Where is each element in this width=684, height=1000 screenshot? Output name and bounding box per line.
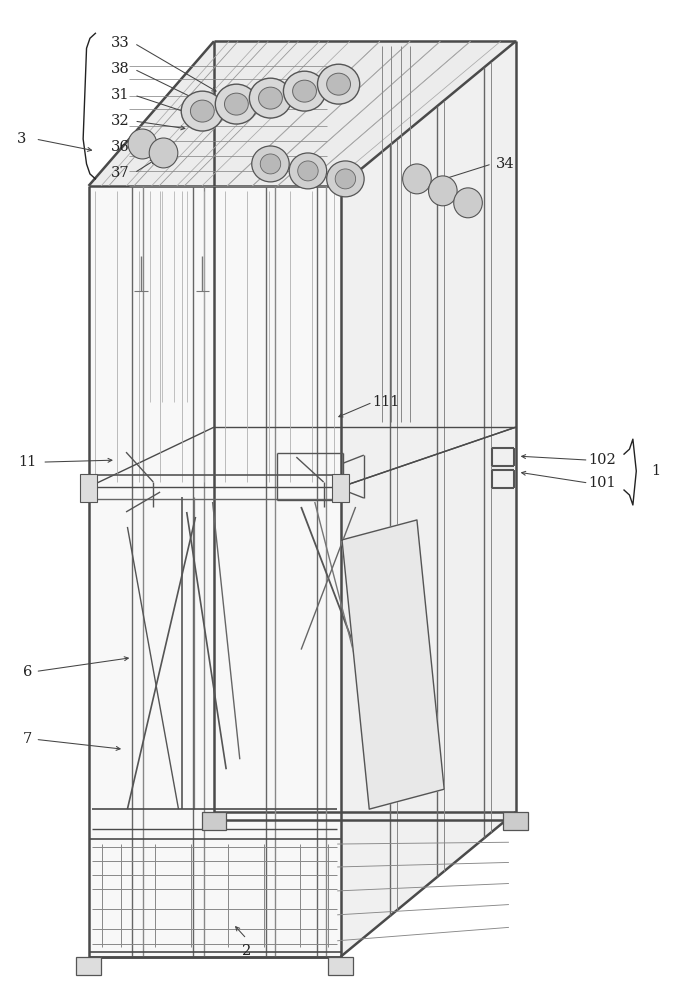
Ellipse shape [327, 73, 350, 95]
Text: 11: 11 [18, 455, 36, 469]
Ellipse shape [428, 176, 457, 206]
Ellipse shape [298, 161, 318, 181]
Text: 101: 101 [588, 476, 616, 490]
Text: 1: 1 [650, 464, 660, 478]
Text: 102: 102 [588, 453, 616, 467]
Ellipse shape [335, 169, 356, 189]
Bar [81, 474, 96, 502]
Text: 3: 3 [17, 132, 27, 146]
Bar [332, 474, 349, 502]
Ellipse shape [403, 164, 431, 194]
Text: 33: 33 [111, 36, 130, 50]
Text: 37: 37 [111, 166, 130, 180]
Ellipse shape [128, 129, 157, 159]
Polygon shape [89, 41, 516, 186]
Polygon shape [342, 520, 444, 809]
Polygon shape [89, 186, 341, 957]
Ellipse shape [289, 153, 327, 189]
Ellipse shape [224, 93, 248, 115]
Ellipse shape [293, 80, 317, 102]
Ellipse shape [190, 100, 214, 122]
Text: 32: 32 [111, 114, 130, 128]
Ellipse shape [327, 161, 364, 197]
Ellipse shape [260, 154, 280, 174]
Polygon shape [341, 41, 516, 957]
Bar [328, 957, 353, 975]
Ellipse shape [252, 146, 289, 182]
Text: 6: 6 [23, 665, 32, 679]
Ellipse shape [283, 71, 326, 111]
Text: 111: 111 [373, 395, 400, 409]
Text: 2: 2 [242, 944, 251, 958]
Text: 36: 36 [111, 140, 130, 154]
Ellipse shape [317, 64, 360, 104]
Ellipse shape [453, 188, 482, 218]
Text: 7: 7 [23, 732, 32, 746]
Ellipse shape [149, 138, 178, 168]
Ellipse shape [250, 78, 291, 118]
Text: 31: 31 [111, 88, 130, 102]
Bar [202, 812, 226, 830]
Bar [77, 957, 101, 975]
Text: 38: 38 [111, 62, 130, 76]
Ellipse shape [181, 91, 224, 131]
Ellipse shape [259, 87, 282, 109]
Ellipse shape [215, 84, 258, 124]
Text: 34: 34 [496, 157, 515, 171]
Bar [503, 812, 528, 830]
